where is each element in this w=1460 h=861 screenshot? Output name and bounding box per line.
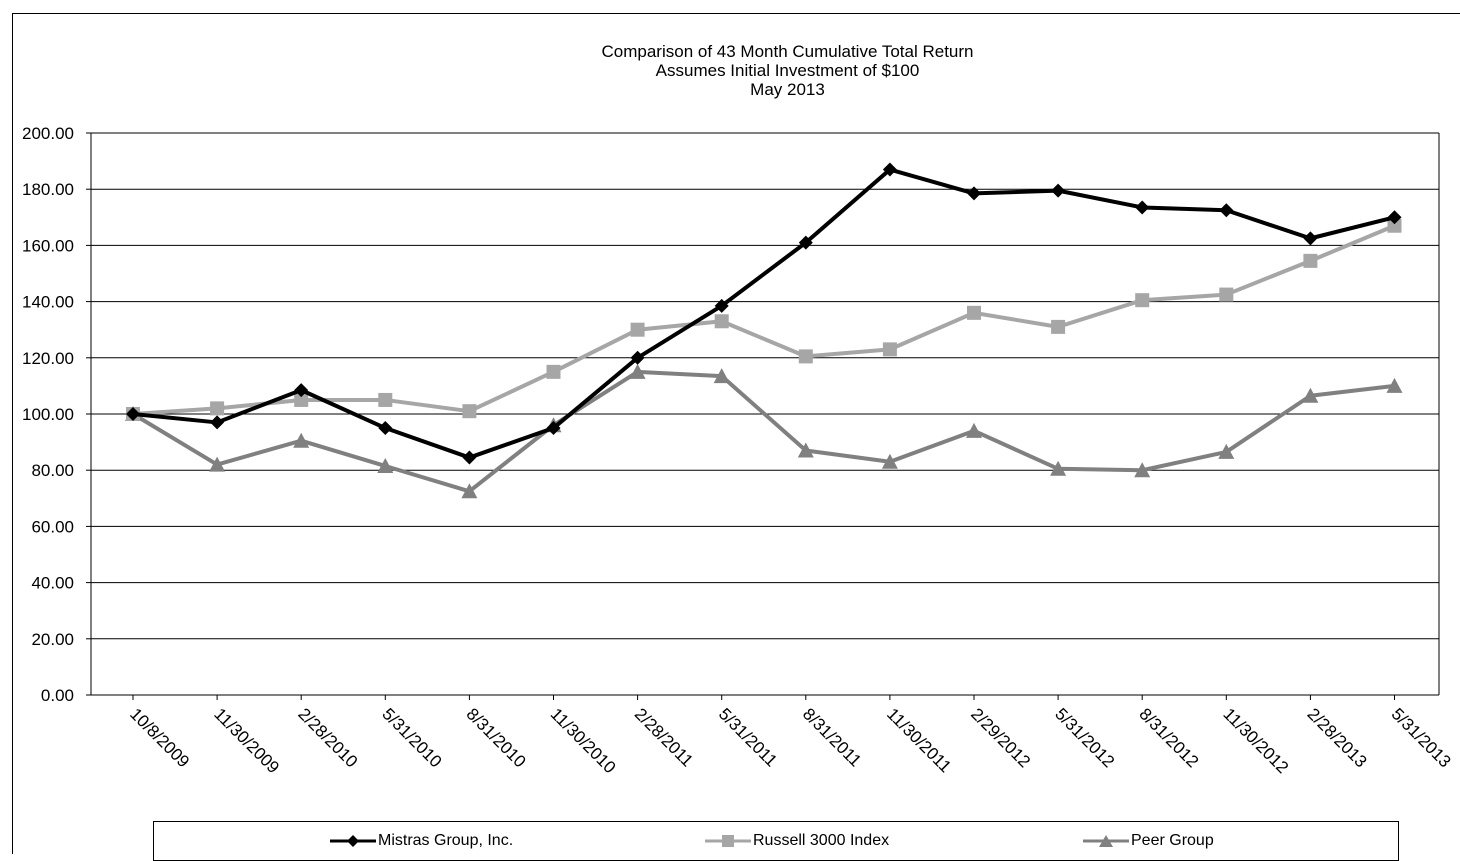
data-point-marker bbox=[293, 432, 310, 448]
x-tick-label: 2/28/2013 bbox=[1304, 704, 1371, 771]
y-tick-label: 40.00 bbox=[31, 574, 74, 593]
data-point-marker bbox=[462, 450, 477, 465]
data-point-marker bbox=[377, 457, 394, 473]
chart-title: Comparison of 43 Month Cumulative Total … bbox=[601, 42, 974, 61]
chart-subtitle-2: May 2013 bbox=[750, 80, 825, 99]
series-mistras-group-inc bbox=[126, 162, 1402, 465]
y-tick-labels: 0.00 20.00 40.00 60.00 80.00 100.00 120.00 140.… bbox=[22, 124, 74, 705]
data-point-marker bbox=[881, 453, 898, 469]
y-tick-label: 20.00 bbox=[31, 630, 74, 649]
y-tick-label: 80.00 bbox=[31, 461, 74, 480]
data-point-marker bbox=[209, 456, 226, 472]
chart-title-block: Comparison of 43 Month Cumulative Total … bbox=[390, 42, 1185, 99]
data-point-marker bbox=[797, 442, 814, 458]
y-tick-label: 200.00 bbox=[22, 124, 74, 143]
data-point-marker bbox=[1051, 319, 1066, 334]
data-point-marker bbox=[1135, 293, 1150, 308]
data-point-marker bbox=[798, 349, 813, 364]
x-tick-label: 2/28/2011 bbox=[631, 704, 697, 770]
legend-item-mistras: Mistras Group, Inc. bbox=[330, 830, 513, 852]
data-point-marker bbox=[1386, 377, 1403, 393]
data-point-marker bbox=[1050, 460, 1067, 476]
x-tick-label: 2/29/2012 bbox=[967, 704, 1034, 771]
data-point-marker bbox=[714, 298, 729, 313]
series-line bbox=[132, 167, 1395, 460]
series-russell-3000-index bbox=[126, 218, 1402, 421]
y-tick-label: 0.00 bbox=[41, 686, 74, 705]
x-tick-label: 11/30/2010 bbox=[547, 704, 620, 777]
legend-label-russell: Russell 3000 Index bbox=[753, 832, 890, 849]
series-line bbox=[131, 369, 1395, 494]
series-line bbox=[132, 223, 1396, 416]
legend-swatch-peer bbox=[1083, 835, 1129, 847]
y-tick-label: 60.00 bbox=[31, 517, 74, 536]
data-point-marker bbox=[1219, 287, 1234, 302]
data-point-marker bbox=[210, 415, 225, 430]
legend-label-mistras: Mistras Group, Inc. bbox=[378, 832, 514, 849]
data-point-marker bbox=[126, 407, 140, 421]
y-tick-label: 180.00 bbox=[22, 180, 74, 199]
x-tick-label: 5/31/2010 bbox=[378, 704, 445, 771]
data-point-marker bbox=[713, 368, 730, 384]
data-point-marker bbox=[966, 422, 982, 438]
legend: Mistras Group, Inc. Russell 3000 Index P… bbox=[153, 821, 1399, 861]
chart-subtitle-1: Assumes Initial Investment of $100 bbox=[655, 61, 920, 80]
data-point-marker bbox=[798, 235, 813, 250]
data-point-marker bbox=[1302, 387, 1319, 403]
x-tick-label: 2/28/2010 bbox=[294, 704, 361, 771]
x-tick-label: 11/30/2011 bbox=[883, 704, 955, 776]
data-point-marker bbox=[461, 483, 478, 499]
x-tick-label: 5/31/2011 bbox=[715, 704, 781, 770]
legend-swatch-russell bbox=[705, 835, 751, 847]
data-point-marker bbox=[378, 392, 393, 407]
x-tick-label: 8/31/2012 bbox=[1135, 704, 1202, 771]
data-point-marker bbox=[1134, 462, 1151, 478]
legend-item-peer: Peer Group bbox=[1083, 830, 1214, 852]
data-point-marker bbox=[1387, 210, 1402, 225]
y-tick-label: 140.00 bbox=[22, 293, 74, 312]
data-point-marker bbox=[967, 186, 981, 201]
data-point-marker bbox=[1387, 218, 1402, 233]
data-point-marker bbox=[1218, 443, 1235, 459]
data-point-marker bbox=[210, 401, 225, 416]
x-tick-label: 8/31/2011 bbox=[799, 704, 865, 770]
x-tick-label: 11/30/2009 bbox=[210, 704, 283, 777]
data-point-marker bbox=[714, 314, 729, 329]
legend-item-russell: Russell 3000 Index bbox=[705, 830, 889, 852]
x-tick-label: 5/31/2012 bbox=[1051, 704, 1118, 771]
data-point-marker bbox=[1303, 231, 1318, 246]
data-point-marker bbox=[882, 342, 897, 357]
chart-frame bbox=[12, 13, 1460, 854]
legend-swatch-mistras bbox=[330, 835, 376, 847]
series-peer-group bbox=[125, 363, 1403, 499]
data-point-marker bbox=[1303, 253, 1318, 268]
data-point-marker bbox=[1219, 203, 1234, 218]
x-tick-label: 10/8/2009 bbox=[126, 704, 193, 771]
data-point-marker bbox=[546, 364, 561, 379]
data-point-marker bbox=[294, 383, 309, 398]
legend-label-peer: Peer Group bbox=[1131, 832, 1214, 849]
data-point-marker bbox=[882, 162, 897, 177]
x-tick-labels: 10/8/2009 11/30/2009 2/28/2010 5/31/2010 8/3… bbox=[126, 704, 1454, 777]
data-point-marker bbox=[1051, 183, 1066, 198]
x-tick-label: 5/31/2013 bbox=[1388, 704, 1455, 771]
data-point-marker bbox=[1135, 200, 1150, 215]
data-point-marker bbox=[629, 363, 646, 379]
data-point-marker bbox=[462, 404, 477, 419]
series-lines bbox=[125, 162, 1403, 499]
data-point-marker bbox=[630, 350, 645, 365]
data-point-marker bbox=[294, 392, 309, 407]
axes bbox=[86, 132, 1440, 700]
y-tick-label: 100.00 bbox=[22, 405, 74, 424]
x-tick-label: 11/30/2012 bbox=[1219, 704, 1292, 777]
data-point-marker bbox=[378, 421, 393, 436]
y-tick-label: 120.00 bbox=[22, 349, 74, 368]
x-tick-label: 8/31/2010 bbox=[463, 704, 530, 771]
y-tick-label: 160.00 bbox=[22, 236, 74, 255]
data-point-marker bbox=[630, 322, 645, 337]
data-point-marker bbox=[967, 305, 981, 320]
data-point-marker bbox=[546, 421, 561, 436]
